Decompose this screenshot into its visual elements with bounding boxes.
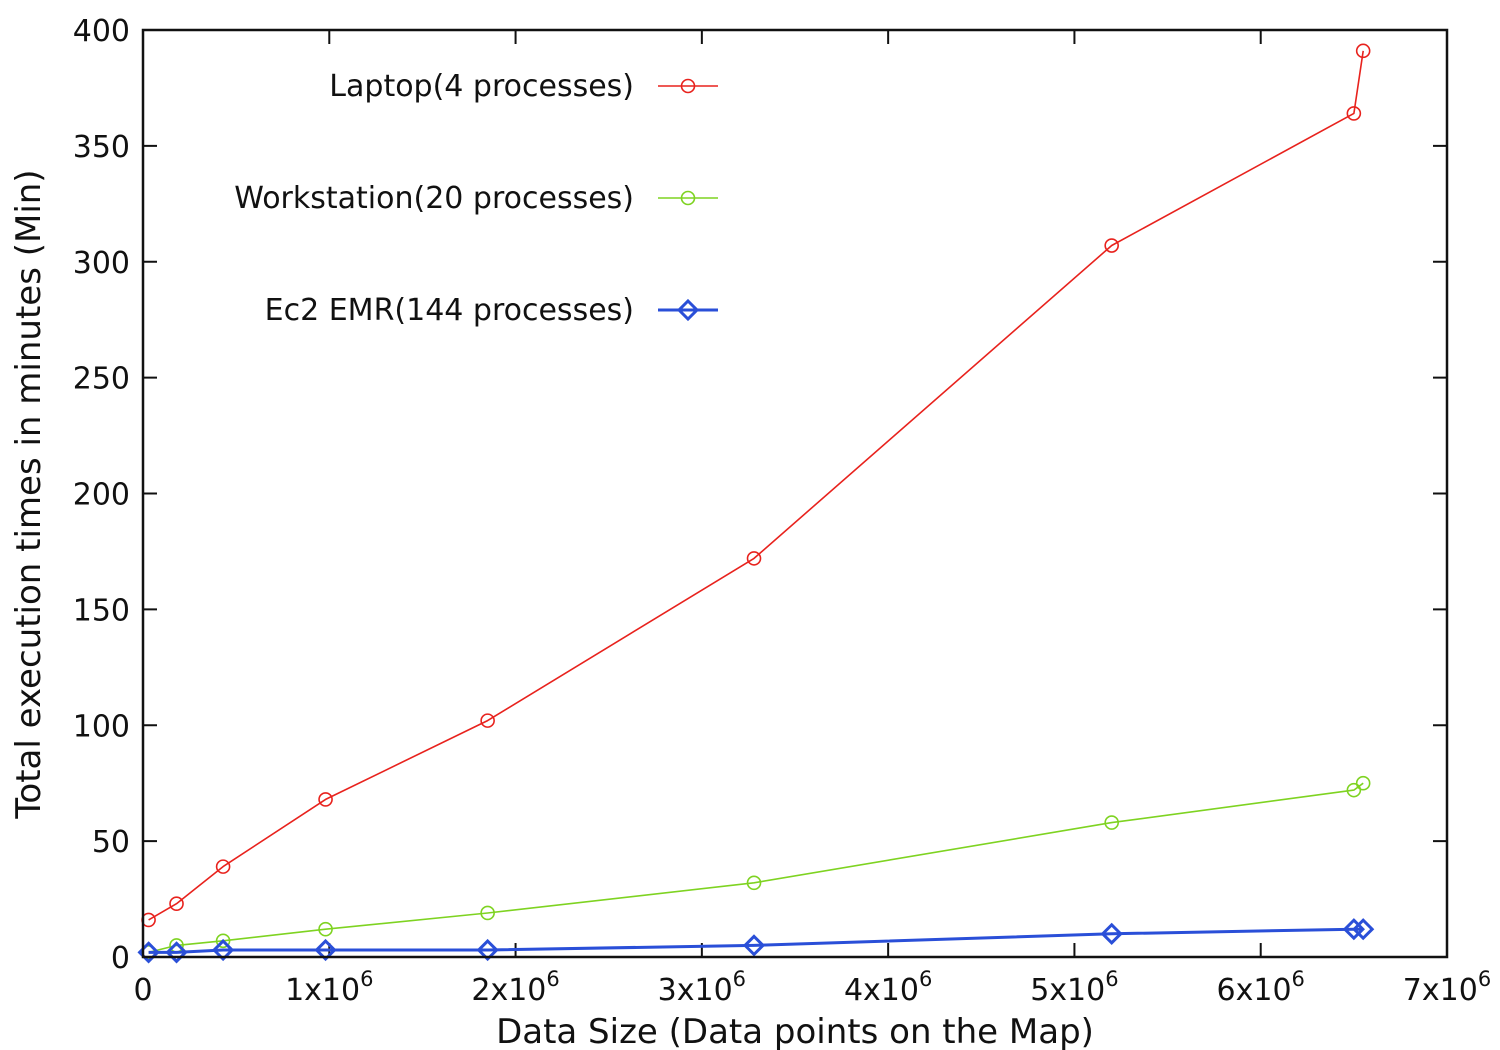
x-tick-label-base: 1x10 (285, 973, 360, 1008)
x-tick-label: 5x106 (1030, 967, 1118, 1008)
x-tick-label-exponent: 6 (1478, 967, 1491, 991)
data-point (1355, 775, 1371, 791)
y-tick-label: 200 (73, 478, 130, 513)
data-point (215, 859, 231, 874)
y-tick-label: 350 (73, 130, 130, 165)
legend-swatch-marker (680, 190, 696, 206)
data-point (215, 933, 231, 949)
legend-swatch-marker (680, 78, 696, 94)
plot-series (137, 43, 1375, 964)
x-tick-label: 2x106 (471, 967, 559, 1008)
data-point (1104, 815, 1119, 830)
x-tick-label: 6x106 (1217, 967, 1305, 1008)
data-point (318, 921, 333, 937)
x-tick-label-base: 0 (133, 973, 152, 1008)
x-tick-label-base: 3x10 (658, 973, 733, 1008)
x-tick-label: 0 (133, 973, 152, 1008)
data-point (314, 938, 337, 962)
series-line (148, 782, 1364, 954)
x-axis-label: Data Size (Data points on the Map) (496, 1012, 1094, 1050)
data-point (1346, 106, 1362, 121)
data-point (1342, 918, 1365, 941)
legend-label: Laptop(4 processes) (329, 69, 634, 104)
data-point (165, 941, 188, 964)
y-tick-label: 50 (92, 825, 130, 860)
x-tick-label-base: 6x10 (1217, 973, 1292, 1008)
y-axis-label: Total execution times in minutes (Min) (9, 169, 49, 819)
data-point (746, 875, 762, 891)
y-tick-label: 100 (73, 709, 130, 744)
legend-swatch-marker (676, 298, 700, 322)
data-point (211, 938, 235, 962)
data-point (1352, 918, 1375, 941)
x-tick-label-base: 2x10 (471, 973, 546, 1008)
y-tick-label: 250 (73, 362, 130, 397)
x-tick-label-exponent: 6 (546, 967, 559, 991)
x-tick-label-base: 7x10 (1403, 973, 1478, 1008)
x-tick-label: 7x106 (1403, 967, 1491, 1008)
data-point (1100, 922, 1123, 945)
legend-label: Ec2 EMR(144 processes) (265, 293, 634, 328)
x-tick-label-base: 4x10 (844, 973, 919, 1008)
y-tick-label: 0 (111, 941, 130, 976)
x-tick-label-exponent: 6 (919, 967, 932, 991)
x-tick-label-exponent: 6 (360, 967, 373, 991)
x-tick-label-base: 5x10 (1030, 973, 1105, 1008)
series-line (148, 927, 1364, 954)
data-point (1355, 43, 1371, 59)
x-tick-label: 4x106 (844, 967, 932, 1008)
legend-item: Ec2 EMR(144 processes) (265, 293, 718, 328)
x-tick-label-exponent: 6 (1292, 967, 1305, 991)
x-tick-label: 1x106 (285, 967, 373, 1008)
series-ec2-emr (137, 918, 1375, 964)
x-tick-label-exponent: 6 (1105, 967, 1118, 991)
y-tick-label: 150 (73, 593, 130, 628)
data-point (480, 713, 495, 728)
series-line (148, 50, 1364, 921)
legend: Laptop(4 processes) Workstation(20 proces… (234, 69, 718, 328)
data-point (742, 934, 766, 957)
data-point (476, 938, 499, 962)
y-tick-label: 300 (73, 246, 130, 281)
legend-label: Workstation(20 processes) (234, 181, 634, 216)
x-tick-label-exponent: 6 (733, 967, 746, 991)
y-tick-label: 400 (73, 14, 130, 49)
legend-item: Workstation(20 processes) (234, 181, 718, 216)
data-point (1104, 238, 1119, 253)
data-point (1346, 782, 1362, 798)
x-tick-label: 3x106 (658, 967, 746, 1008)
plot-frame (141, 28, 1449, 959)
data-point (746, 551, 762, 566)
data-point (480, 905, 495, 921)
series-laptop (141, 43, 1371, 928)
legend-item: Laptop(4 processes) (329, 69, 718, 104)
data-point (169, 896, 184, 911)
data-point (318, 792, 333, 807)
